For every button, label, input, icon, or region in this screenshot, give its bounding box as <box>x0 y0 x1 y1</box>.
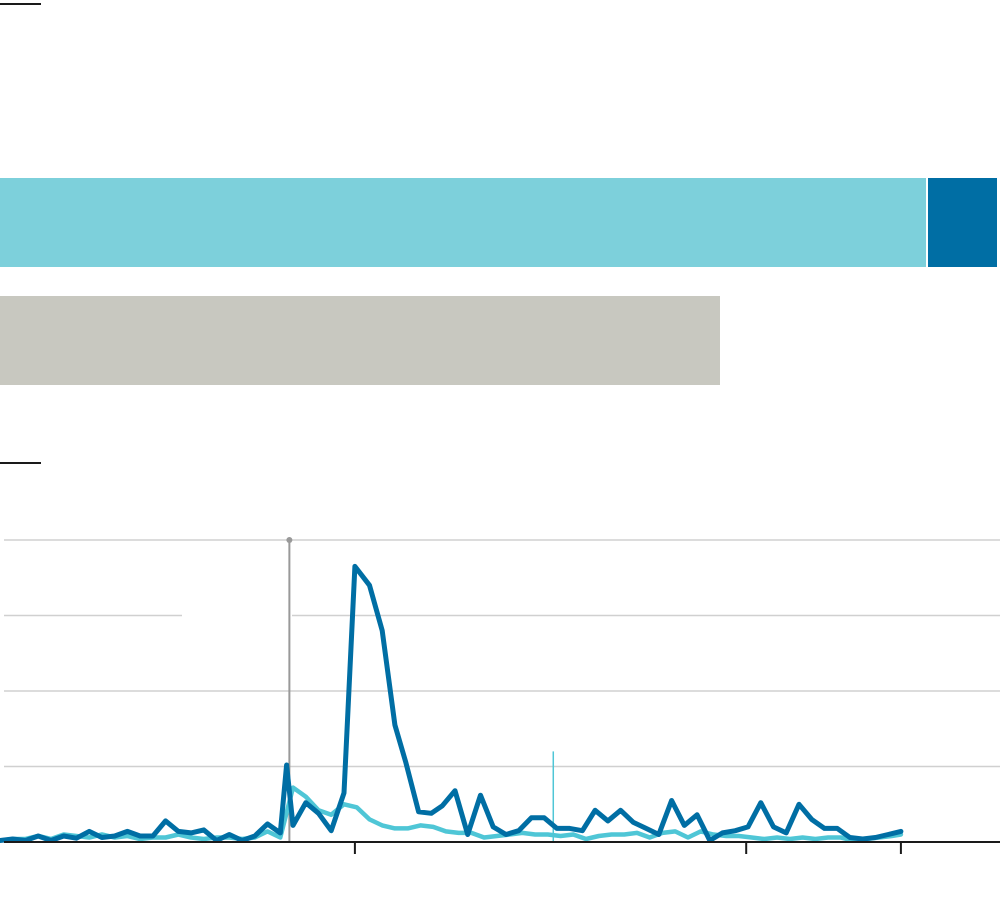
gridline-label-gap <box>182 613 292 619</box>
series-line-1 <box>0 566 901 840</box>
reference-dot-1 <box>286 537 292 543</box>
